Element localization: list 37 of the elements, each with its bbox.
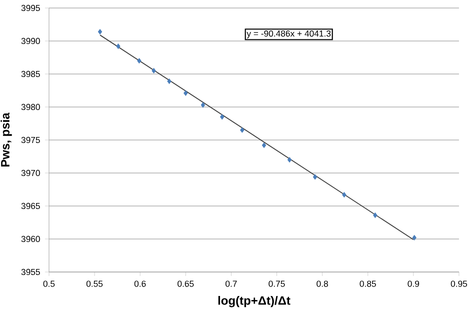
point	[184, 90, 188, 96]
x-tick-label: 0.65	[178, 280, 194, 287]
point	[152, 68, 156, 74]
point	[412, 234, 416, 240]
point	[220, 114, 224, 120]
point	[137, 58, 142, 64]
y-tick-label: 3965	[21, 202, 40, 210]
point	[312, 174, 318, 180]
point	[116, 44, 120, 49]
point	[342, 192, 346, 198]
x-tick-label: 0.95	[450, 280, 468, 287]
y-tick-label: 3995	[21, 4, 40, 12]
point	[98, 29, 102, 34]
x-tick-label: 0.55	[86, 280, 103, 287]
y-tick-label: 3990	[21, 38, 40, 44]
y-tick-label: 3960	[21, 236, 40, 242]
x-tick-label: 0.75	[268, 280, 285, 287]
y-tick-label: 3980	[21, 104, 40, 110]
x-tick-label: 0.85	[360, 280, 376, 287]
point	[287, 157, 292, 162]
annotation: y = -90.486x + 4041.3	[246, 30, 331, 38]
x-tick-label: 0.5	[43, 280, 55, 287]
point	[167, 78, 172, 84]
y-tick-label: 3955	[21, 268, 40, 276]
y-tick-label: 3985	[21, 70, 40, 78]
point	[373, 212, 378, 218]
point	[200, 102, 206, 108]
x-tick-label: 0.8	[316, 280, 328, 287]
point	[262, 142, 266, 148]
x-tick-label: 0.7	[226, 280, 237, 287]
y-axis-title: Pws, psia	[0, 112, 12, 167]
y-tick-label: 3970	[21, 170, 40, 176]
x-tick-label: 0.6	[134, 280, 146, 287]
y-tick-label: 3975	[21, 136, 40, 144]
x-axis-title: log(tp+Δt)/Δt	[218, 296, 290, 308]
x-tick-label: 0.9	[408, 280, 420, 287]
point	[240, 127, 244, 133]
